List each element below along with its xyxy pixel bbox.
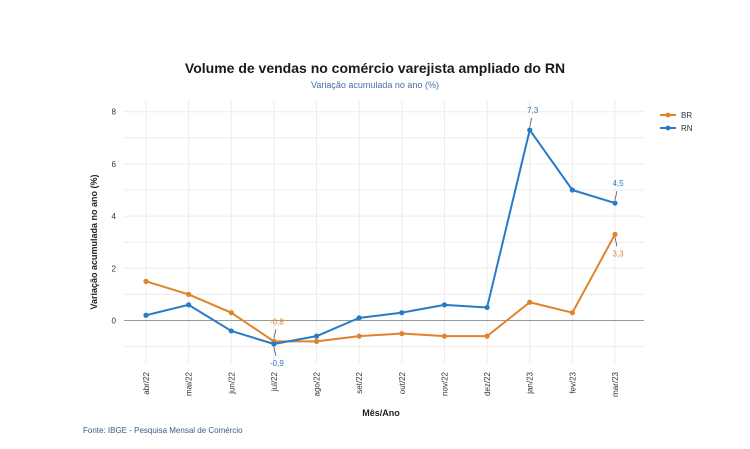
source-note: Fonte: IBGE - Pesquisa Mensal de Comérci… (83, 426, 243, 435)
series-line-br (145, 233, 616, 343)
data-point-rn[interactable] (612, 200, 618, 206)
data-label: 7,3 (527, 106, 539, 115)
annotation-leader-line (273, 329, 277, 339)
legend-label-br[interactable]: BR (681, 111, 692, 120)
x-axis-ticks: abr/22 mai/22 jun/22 jul/22 ago/22 set/22 out/… (142, 371, 620, 396)
data-point-rn[interactable] (399, 310, 405, 316)
annotation-leader-line (614, 237, 618, 247)
x-tick-label: jan/23 (526, 371, 535, 394)
x-axis-title: Mês/Ano (362, 408, 400, 418)
data-point-br[interactable] (228, 310, 234, 316)
data-point-rn[interactable] (186, 302, 192, 308)
x-tick-label: ago/22 (313, 371, 322, 396)
data-label: -0,9 (270, 359, 284, 368)
legend-marker-br (665, 112, 671, 118)
y-tick-label: 0 (112, 317, 117, 326)
chart-subtitle: Variação acumulada no ano (%) (311, 80, 439, 90)
annotation-leader-line (529, 117, 533, 128)
legend[interactable]: BR RN (660, 111, 693, 133)
data-point-br[interactable] (186, 291, 192, 297)
data-label: 3,3 (612, 249, 624, 258)
data-point-br[interactable] (399, 330, 405, 337)
data-point-br[interactable] (313, 338, 320, 344)
x-tick-label: abr/22 (142, 371, 151, 394)
data-point-rn[interactable] (441, 302, 448, 308)
data-annotations: -0,8 -0,9 7,3 4,5 3,3 (270, 106, 624, 368)
series-lines (143, 127, 618, 347)
data-label: -0,8 (270, 317, 284, 326)
data-point-br[interactable] (143, 278, 149, 284)
data-point-br[interactable] (569, 310, 575, 316)
annotation-leader-line (614, 190, 618, 201)
y-axis-title: Variação acumulada no ano (%) (89, 174, 99, 309)
y-tick-label: 2 (112, 264, 117, 273)
data-point-br[interactable] (441, 333, 448, 339)
annotation-leader-line (273, 346, 277, 357)
chart-title: Volume de vendas no comércio varejista a… (184, 60, 566, 76)
y-tick-label: 4 (112, 212, 117, 221)
legend-label-rn[interactable]: RN (681, 124, 693, 133)
data-point-rn[interactable] (228, 328, 234, 334)
data-label: 4,5 (612, 179, 624, 188)
data-point-rn[interactable] (527, 127, 533, 133)
data-point-rn[interactable] (569, 187, 575, 193)
x-tick-label: jul/22 (270, 371, 279, 392)
x-tick-label: mar/23 (611, 371, 620, 396)
data-point-br[interactable] (612, 231, 618, 237)
grid-lines (124, 100, 644, 363)
data-point-rn[interactable] (356, 315, 362, 321)
x-tick-label: nov/22 (440, 371, 449, 396)
x-tick-label: mai/22 (185, 371, 194, 396)
x-tick-label: set/22 (355, 371, 364, 393)
y-tick-label: 6 (112, 160, 117, 169)
series-line-rn (145, 128, 616, 345)
data-point-br[interactable] (356, 333, 362, 339)
legend-marker-rn (665, 125, 671, 131)
y-axis-ticks: 0 2 4 6 8 (112, 108, 117, 326)
y-tick-label: 8 (112, 108, 117, 117)
x-tick-label: dez/22 (483, 371, 492, 396)
x-tick-label: out/22 (398, 371, 407, 394)
x-tick-label: fev/23 (568, 371, 577, 393)
data-point-rn[interactable] (143, 312, 149, 318)
data-point-rn[interactable] (271, 341, 277, 347)
data-point-br[interactable] (484, 333, 490, 339)
data-point-br[interactable] (527, 299, 533, 305)
data-point-rn[interactable] (313, 333, 320, 339)
x-tick-label: jun/22 (227, 371, 236, 394)
data-point-rn[interactable] (484, 304, 490, 311)
